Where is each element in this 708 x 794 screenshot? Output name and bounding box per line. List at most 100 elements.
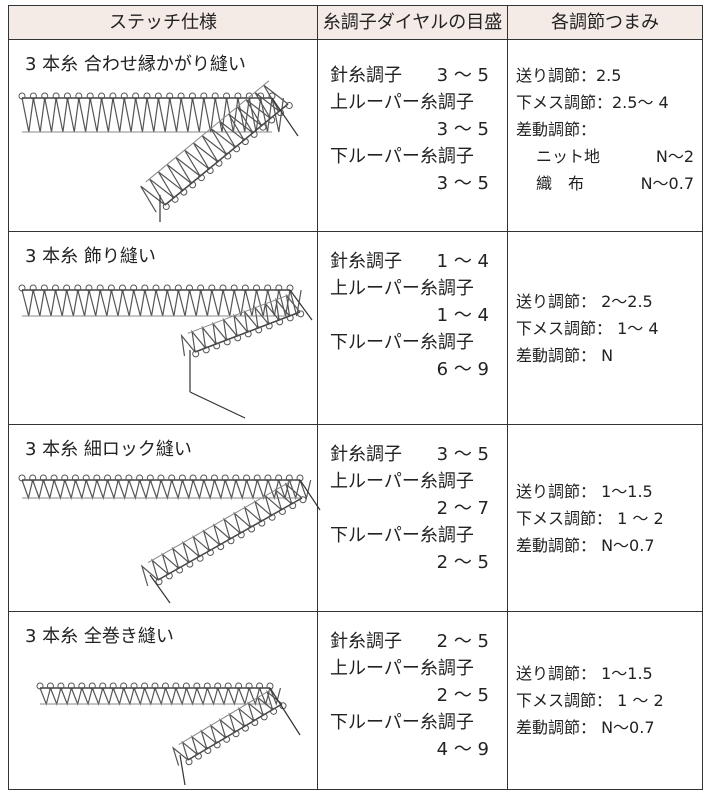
stitch-drawing	[178, 474, 186, 482]
stitch-drawing	[299, 479, 321, 511]
stitch-drawing	[18, 92, 26, 100]
adjust-sub-value: N～2	[655, 147, 694, 166]
stitch-drawing	[232, 730, 240, 738]
stitch-drawing	[244, 330, 252, 338]
stitch-drawing	[208, 284, 216, 292]
adjust-line: 送り調節：2.5	[516, 66, 622, 85]
stitch-drawing	[193, 682, 201, 690]
stitch-drawing	[82, 474, 90, 482]
stitch-drawing	[241, 724, 249, 732]
stitch-drawing	[177, 92, 185, 100]
tension-value: 1 ～ 4	[436, 305, 489, 326]
stitch-drawing	[289, 502, 297, 510]
tension-value: 3 ～ 5	[436, 173, 489, 194]
adjust-line: 差動調節： N	[516, 345, 614, 365]
stitch-drawing	[214, 682, 222, 690]
tension-value: 2 ～ 7	[436, 498, 489, 519]
stitch-drawing	[29, 284, 37, 292]
stitch-drawing	[268, 513, 276, 521]
stitch-drawing	[109, 682, 117, 690]
stitch-drawing	[52, 284, 59, 292]
stitch-drawing	[125, 474, 133, 482]
tension-cell: 針糸調子 3 ～ 5 上ルーパー糸調子 3 ～ 5 下ルーパー糸調子 3 ～ 5	[318, 40, 508, 232]
stitch-drawing	[162, 203, 170, 211]
stitch-drawing	[200, 474, 208, 482]
tension-label: 上ルーパー糸調子	[330, 278, 474, 299]
stitch-drawing	[78, 682, 86, 690]
adjust-sub-line: ニット地 N～2	[516, 143, 702, 170]
adjust-cell: 送り調節： 2～2.5 下メス調節： 1～ 4 差動調節： N	[508, 232, 703, 425]
adjust-sub-value: N～0.7	[640, 174, 694, 193]
stitch-drawing	[230, 284, 238, 292]
stitch-drawing	[104, 474, 112, 482]
stitch-drawing	[187, 292, 294, 334]
tension-label: 針糸調子	[330, 251, 402, 272]
stitch-drawing	[119, 284, 126, 292]
adjust-line: 差動調節：	[516, 120, 597, 139]
stitch-drawing	[224, 682, 232, 690]
stitch-drawing	[172, 682, 180, 690]
stitch-drawing	[74, 284, 82, 292]
adjust-line: 差動調節： N～0.7	[516, 718, 655, 737]
stitch-drawing	[250, 130, 258, 138]
adjust-line: 下メス調節： 1～ 4	[516, 318, 659, 338]
stitch-drawing	[223, 735, 231, 743]
stitch-drawing	[202, 346, 210, 354]
stitch-drawing	[210, 474, 218, 482]
adjust-line: 差動調節： N～0.7	[516, 535, 655, 555]
tension-label: 下ルーパー糸調子	[330, 146, 474, 167]
stitch-drawing	[171, 195, 179, 203]
tension-value: 1 ～ 4	[436, 251, 489, 272]
stitch-drawing	[52, 92, 60, 100]
stitch-drawing	[211, 92, 219, 100]
stitch-drawing	[270, 707, 278, 715]
tension-label: 上ルーパー糸調子	[330, 471, 474, 492]
stitch-drawing	[194, 311, 301, 353]
stitch-drawing	[245, 92, 253, 100]
stitch-drawing	[297, 310, 305, 318]
stitch-drawing	[275, 474, 283, 482]
tension-value: 3 ～ 5	[436, 119, 489, 140]
stitch-drawing	[232, 474, 240, 482]
stitch-drawing	[109, 92, 117, 100]
stitch-drawing	[98, 92, 106, 100]
stitch-drawing	[120, 682, 128, 690]
stitch-drawing	[165, 572, 173, 580]
tension-value: 2 ～ 5	[436, 631, 489, 652]
stitch-drawing	[217, 543, 225, 551]
stitch-drawing	[256, 682, 264, 690]
stitch-drawing	[253, 474, 261, 482]
stitch-drawing	[107, 284, 115, 292]
stitch-drawing	[186, 560, 194, 568]
stitch-drawing	[276, 318, 284, 326]
stitch-drawing	[269, 687, 301, 736]
header-cell: 各調節つまみ	[508, 5, 703, 40]
stitch-drawing	[187, 703, 283, 761]
stitch-drawing	[86, 92, 94, 100]
stitch-drawing	[18, 474, 26, 482]
tension-cell: 針糸調子 2 ～ 5 上ルーパー糸調子 2 ～ 5 下ルーパー糸調子 4 ～ 9	[318, 612, 508, 790]
adjust-line: 下メス調節：2.5～ 4	[516, 93, 669, 112]
stitch-drawing	[41, 92, 49, 100]
stitch-drawing	[96, 284, 104, 292]
stitch-drawing	[29, 92, 37, 100]
tension-value: 3 ～ 5	[436, 444, 489, 465]
stitch-drawing	[197, 174, 205, 182]
stitch-drawing	[264, 474, 272, 482]
stitch-drawing	[203, 682, 211, 690]
stitch-drawing	[219, 284, 227, 292]
stitch-drawing	[46, 682, 54, 690]
header-cell: ステッチ仕様	[8, 5, 318, 40]
stitch-drawing	[258, 519, 266, 527]
stitch-drawing	[278, 507, 286, 515]
stitch-drawing	[189, 391, 246, 419]
stitch-drawing	[114, 474, 122, 482]
adjust-line: 送り調節： 2～2.5	[516, 291, 653, 311]
tension-label: 下ルーパー糸調子	[330, 712, 474, 733]
tension-line: 針糸調子 1 ～ 4	[330, 248, 497, 275]
stitch-drawing	[189, 474, 197, 482]
stitch-drawing	[166, 92, 174, 100]
stitch-drawing	[286, 314, 294, 322]
stitch-drawing	[146, 474, 154, 482]
stitch-drawing	[188, 92, 196, 100]
